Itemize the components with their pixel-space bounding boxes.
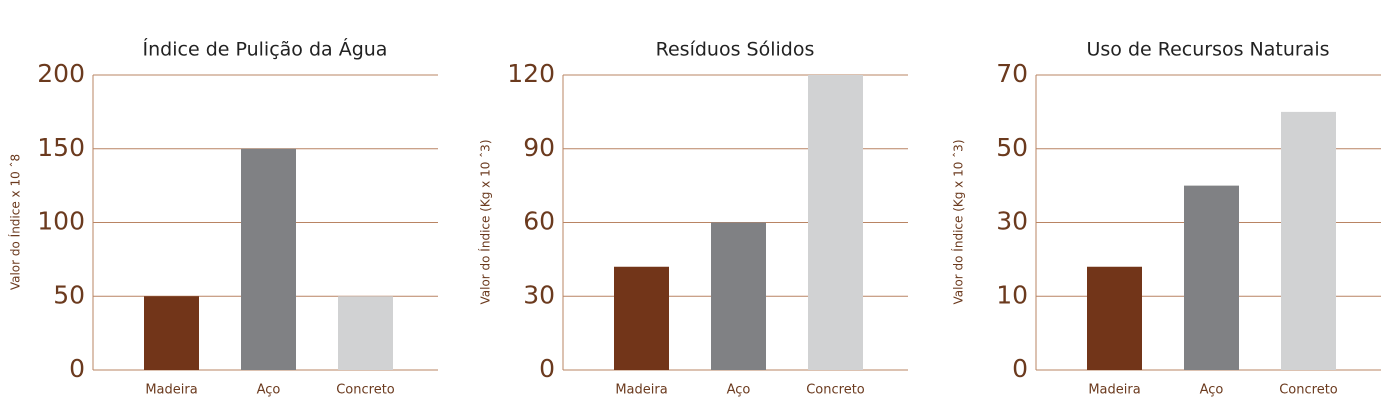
bar [241, 148, 296, 370]
chart-title: Índice de Pulição da Água [143, 38, 388, 61]
x-tick-label: Madeira [1088, 383, 1140, 398]
chart-title: Resíduos Sólidos [656, 39, 815, 61]
y-tick-label: 0 [1012, 354, 1028, 383]
y-tick-label: 50 [53, 280, 85, 309]
y-tick-label: 90 [523, 133, 555, 162]
y-tick-label: 10 [996, 280, 1028, 309]
y-tick-label: 100 [37, 207, 85, 236]
y-axis-label: Valor do Índice x 10 ˆ8 [8, 154, 23, 290]
bar [144, 296, 199, 370]
bar [711, 222, 766, 370]
y-tick-label: 70 [996, 59, 1028, 88]
x-tick-label: Concreto [806, 383, 865, 398]
y-tick-label: 60 [523, 207, 555, 236]
x-tick-label: Aço [257, 383, 281, 398]
bar [1087, 266, 1142, 370]
y-tick-label: 50 [996, 133, 1028, 162]
y-tick-label: 0 [69, 354, 85, 383]
x-tick-label: Madeira [615, 383, 667, 398]
bar [614, 266, 669, 370]
bar [808, 75, 863, 370]
y-axis-label: Valor do Índice (Kg x 10 ˆ3) [478, 139, 493, 304]
y-tick-label: 200 [37, 59, 85, 88]
y-tick-label: 150 [37, 133, 85, 162]
x-tick-label: Concreto [336, 383, 395, 398]
y-tick-label: 0 [539, 354, 555, 383]
y-tick-label: 120 [507, 59, 555, 88]
y-tick-label: 30 [523, 280, 555, 309]
x-tick-label: Aço [727, 383, 751, 398]
bar [338, 296, 393, 370]
bar [1184, 185, 1239, 370]
x-tick-label: Aço [1200, 383, 1224, 398]
x-tick-label: Madeira [145, 383, 197, 398]
x-tick-label: Concreto [1279, 383, 1338, 398]
y-tick-label: 30 [996, 207, 1028, 236]
chart-title: Uso de Recursos Naturais [1086, 39, 1329, 61]
y-axis-label: Valor do Índice (Kg x 10 ˆ3) [951, 139, 966, 304]
bar [1281, 111, 1336, 370]
